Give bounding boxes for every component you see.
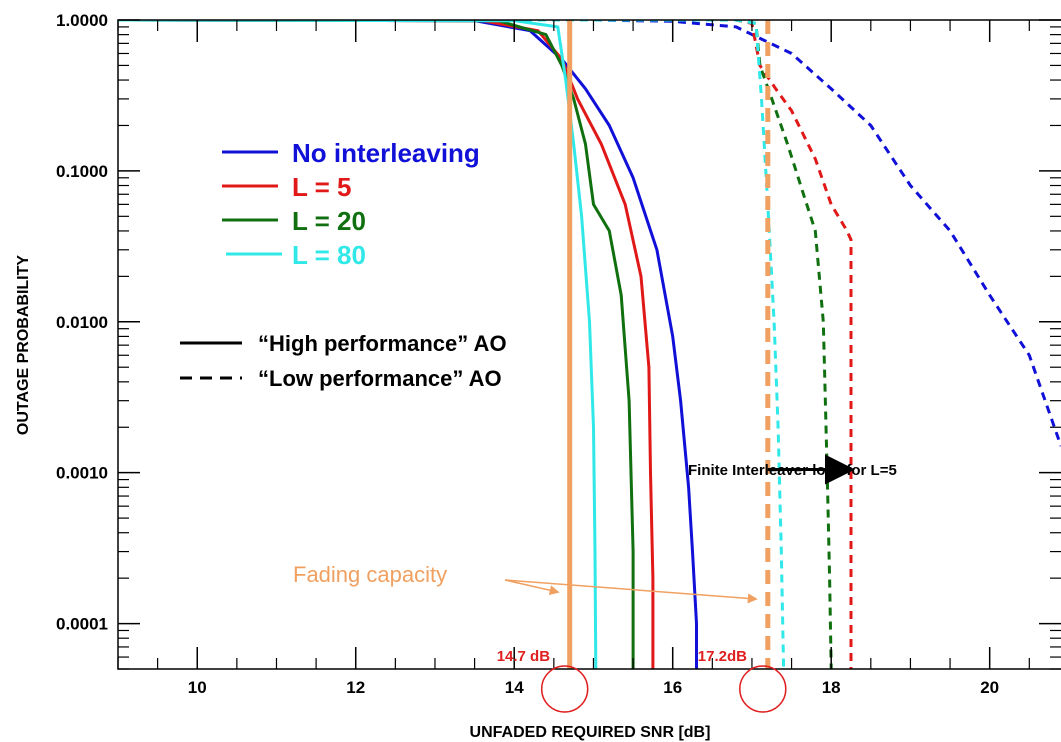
legend-label-no-interleaving: No interleaving xyxy=(292,138,480,168)
series-l-80-solid xyxy=(118,20,598,669)
fading-capacity-arrow-2 xyxy=(504,579,758,604)
y-tick-label: 0.0100 xyxy=(56,313,108,332)
x-tick-label: 20 xyxy=(980,678,999,697)
db-label-14-7-db: 14.7 dB xyxy=(497,648,551,665)
plot-border xyxy=(117,19,1061,670)
highlight-circle-17-2db xyxy=(739,665,787,713)
fading-capacity-label: Fading capacity xyxy=(293,562,447,587)
legend-style-label-solid: “High performance” AO xyxy=(258,331,507,356)
y-tick-label: 0.0010 xyxy=(56,464,108,483)
x-tick-label: 18 xyxy=(822,678,841,697)
series-l-5-dashed xyxy=(118,20,853,669)
x-tick-label: 12 xyxy=(346,678,365,697)
y-tick-label: 0.1000 xyxy=(56,162,108,181)
highlight-circle-14-7-db xyxy=(540,665,589,713)
x-tick-label: 14 xyxy=(505,678,524,697)
x-tick-label: 10 xyxy=(188,678,207,697)
y-tick-label: 0.0001 xyxy=(56,615,108,634)
y-axis-label: OUTAGE PROBABILITY xyxy=(15,255,32,435)
series-no-interleaving-solid xyxy=(118,20,698,669)
x-axis-label: UNFADED REQUIRED SNR [dB] xyxy=(470,724,711,741)
db-label-17-2db: 17.2dB xyxy=(698,648,747,665)
x-tick-label: 16 xyxy=(663,678,682,697)
legend-style-label-dashed: “Low performance” AO xyxy=(258,366,502,391)
fading-capacity-arrow-1 xyxy=(504,579,560,596)
series-l-20-solid xyxy=(118,20,635,669)
legend-label-l-5: L = 5 xyxy=(292,172,352,202)
fading-capacity-lines xyxy=(567,20,771,669)
legend-label-l-80: L = 80 xyxy=(292,240,366,270)
plot-frame xyxy=(117,19,1061,670)
series-no-interleaving-dashed xyxy=(118,20,1061,447)
series-layer xyxy=(118,20,1061,669)
y-tick-label: 1.0000 xyxy=(56,11,108,30)
axis-ticks: 10 12 14 16 18 20 1.0000 0.1000 0.0100 0.0010 0.00… xyxy=(56,11,1061,697)
legend: No interleaving L = 5 L = 20 L = 80 “High pe… xyxy=(180,138,507,391)
legend-label-l-20: L = 20 xyxy=(292,206,366,236)
